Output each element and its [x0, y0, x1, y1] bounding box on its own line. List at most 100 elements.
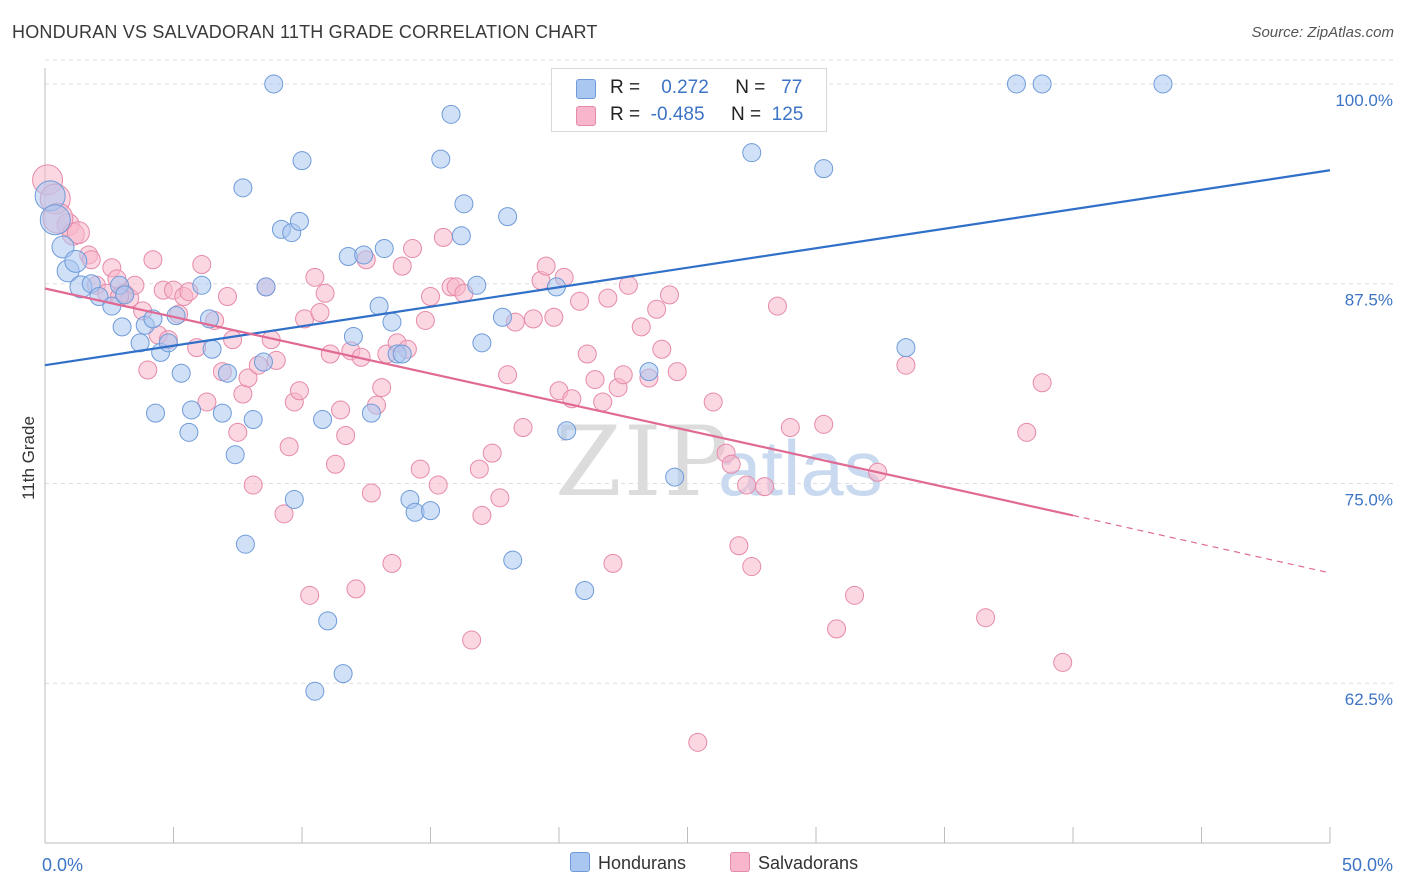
salvadoran-point	[66, 221, 90, 245]
salvadoran-point	[814, 414, 834, 434]
salvadoran-point	[742, 557, 762, 577]
y-tick-label: 100.0%	[1335, 91, 1393, 110]
honduran-point	[256, 277, 276, 297]
salvadoran-point	[613, 365, 633, 385]
salvadoran-point	[217, 286, 237, 306]
salvadoran-trend-line	[44, 287, 1074, 517]
y-axis-label: 11th Grade	[19, 416, 38, 500]
salvadoran-point	[1017, 422, 1037, 442]
salvadoran-point	[228, 422, 248, 442]
legend-item-hondurans: Hondurans	[570, 852, 686, 874]
legend-stats: R = 0.272 N = 77	[610, 77, 910, 99]
salvadoran-point	[472, 505, 492, 525]
honduran-point	[467, 275, 487, 295]
honduran-point	[492, 307, 512, 327]
honduran-point	[179, 422, 199, 442]
honduran-point	[243, 410, 263, 430]
salvadoran-point	[433, 227, 453, 247]
salvadoran-point	[325, 454, 345, 474]
honduran-point	[284, 489, 304, 509]
honduran-point	[64, 249, 88, 273]
salvadoran-point	[361, 483, 381, 503]
salvadoran-point	[469, 459, 489, 479]
salvadoran-point	[585, 370, 605, 390]
salvadoran-point	[845, 585, 865, 605]
data-points	[32, 74, 1173, 752]
honduran-point	[498, 207, 518, 227]
honduran-point	[369, 296, 389, 316]
salvadoran-point	[523, 309, 543, 329]
legend-stats: R = -0.485 N = 125	[610, 104, 910, 126]
salvadoran-point	[243, 475, 263, 495]
salvadoran-point	[767, 296, 787, 316]
salvadoran-point	[223, 330, 243, 350]
honduran-point	[639, 362, 659, 382]
salvadoran-point	[652, 339, 672, 359]
honduran-point	[575, 581, 595, 601]
salvadoran-point	[289, 381, 309, 401]
salvadoran-point	[631, 317, 651, 337]
x-tick-label: 50.0%	[1342, 855, 1393, 875]
salvadoran-point	[382, 553, 402, 573]
honduran-point	[361, 403, 381, 423]
legend-label: Salvadorans	[758, 853, 859, 873]
salvadoran-point	[346, 579, 366, 599]
honduran-point	[441, 104, 461, 124]
salvadoran-point	[536, 256, 556, 276]
n-value: 125	[771, 104, 804, 125]
salvadoran-point	[737, 475, 757, 495]
honduran-point	[392, 344, 412, 364]
honduran-point	[454, 194, 474, 214]
salvadoran-point	[618, 275, 638, 295]
correlation-legend: R = 0.272 N = 77 R = -0.485 N = 125	[551, 68, 827, 132]
honduran-point	[39, 204, 71, 236]
r-label: R =	[610, 77, 641, 98]
honduran-point	[146, 403, 166, 423]
honduran-point	[171, 363, 191, 383]
hondurans-swatch	[576, 79, 596, 99]
salvadoran-point	[143, 250, 163, 270]
honduran-point	[1153, 74, 1173, 94]
salvadorans-swatch	[730, 852, 750, 872]
salvadoran-point	[593, 392, 613, 412]
r-label: R =	[610, 104, 641, 125]
honduran-point	[503, 550, 523, 570]
salvadoran-point	[392, 256, 412, 276]
honduran-point	[333, 664, 353, 684]
honduran-point	[354, 245, 374, 265]
honduran-point	[431, 149, 451, 169]
legend-item-salvadorans: Salvadorans	[730, 852, 858, 874]
salvadoran-point	[274, 504, 294, 524]
honduran-point	[814, 159, 834, 179]
honduran-point	[1006, 74, 1026, 94]
honduran-point	[451, 226, 471, 246]
salvadoran-point	[896, 355, 916, 375]
honduran-point	[343, 326, 363, 346]
salvadoran-point	[647, 299, 667, 319]
salvadoran-point	[310, 302, 330, 322]
hondurans-swatch	[570, 852, 590, 872]
honduran-point	[235, 534, 255, 554]
salvadoran-point	[780, 418, 800, 438]
series-legend: Hondurans Salvadorans	[0, 850, 1406, 880]
honduran-point	[472, 333, 492, 353]
honduran-point	[264, 74, 284, 94]
honduran-point	[896, 338, 916, 358]
salvadoran-point	[233, 384, 253, 404]
salvadoran-point	[577, 344, 597, 364]
salvadoran-point	[320, 344, 340, 364]
salvadoran-point	[403, 239, 423, 259]
honduran-point	[421, 501, 440, 521]
salvadoran-point	[238, 368, 258, 388]
salvadorans-swatch	[576, 106, 596, 126]
salvadoran-point	[603, 553, 623, 573]
salvadoran-point	[498, 365, 518, 385]
salvadoran-point	[755, 477, 775, 497]
honduran-point	[557, 421, 577, 441]
n-value: 77	[781, 77, 803, 98]
salvadoran-point	[421, 286, 440, 306]
honduran-point	[212, 403, 232, 423]
salvadoran-point	[721, 454, 741, 474]
honduran-point	[51, 235, 75, 259]
